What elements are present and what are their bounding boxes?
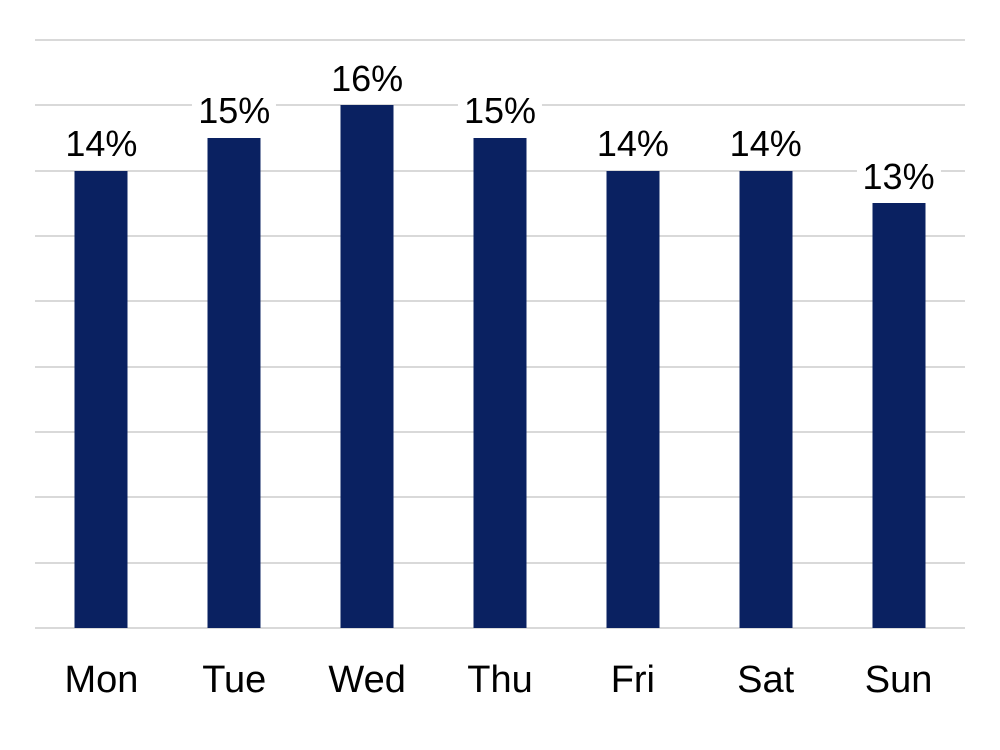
bar-column-wed: 16% xyxy=(301,40,434,628)
x-axis-label-thu: Thu xyxy=(467,659,533,701)
data-label-mon: 14% xyxy=(59,122,144,165)
bar-mon xyxy=(74,170,128,628)
x-axis: Mon Tue Wed Thu Fri Sat Sun xyxy=(35,659,965,720)
x-axis-label-tue: Tue xyxy=(202,659,267,701)
bar-column-tue: 15% xyxy=(168,40,301,628)
x-axis-label-mon: Mon xyxy=(64,659,139,701)
x-axis-label-wed: Wed xyxy=(328,659,406,701)
bar-thu xyxy=(473,138,527,628)
bar-sat xyxy=(739,170,793,628)
bar-column-fri: 14% xyxy=(566,40,699,628)
gridline xyxy=(35,39,965,41)
data-label-thu: 15% xyxy=(457,90,543,132)
data-label-sat: 14% xyxy=(723,122,808,165)
bar-column-thu: 15% xyxy=(434,40,567,628)
data-label-fri: 14% xyxy=(590,122,675,165)
x-axis-label-sun: Sun xyxy=(864,659,933,701)
bar-fri xyxy=(606,170,660,628)
x-axis-label-sat: Sat xyxy=(737,659,795,701)
data-label-tue: 15% xyxy=(192,90,277,132)
bar-sun xyxy=(872,203,926,628)
plot-area: 14% 15% 16% 15% 14% 14% 13% xyxy=(35,39,965,629)
data-label-sun: 13% xyxy=(856,155,941,198)
bar-column-sun: 13% xyxy=(832,40,965,628)
bar-wed xyxy=(340,105,394,628)
data-label-wed: 16% xyxy=(325,57,410,100)
bar-column-sat: 14% xyxy=(699,40,832,628)
x-axis-label-fri: Fri xyxy=(610,659,655,701)
baseline-gridline xyxy=(35,627,965,629)
bar-column-mon: 14% xyxy=(35,40,168,628)
bar-tue xyxy=(207,138,261,628)
